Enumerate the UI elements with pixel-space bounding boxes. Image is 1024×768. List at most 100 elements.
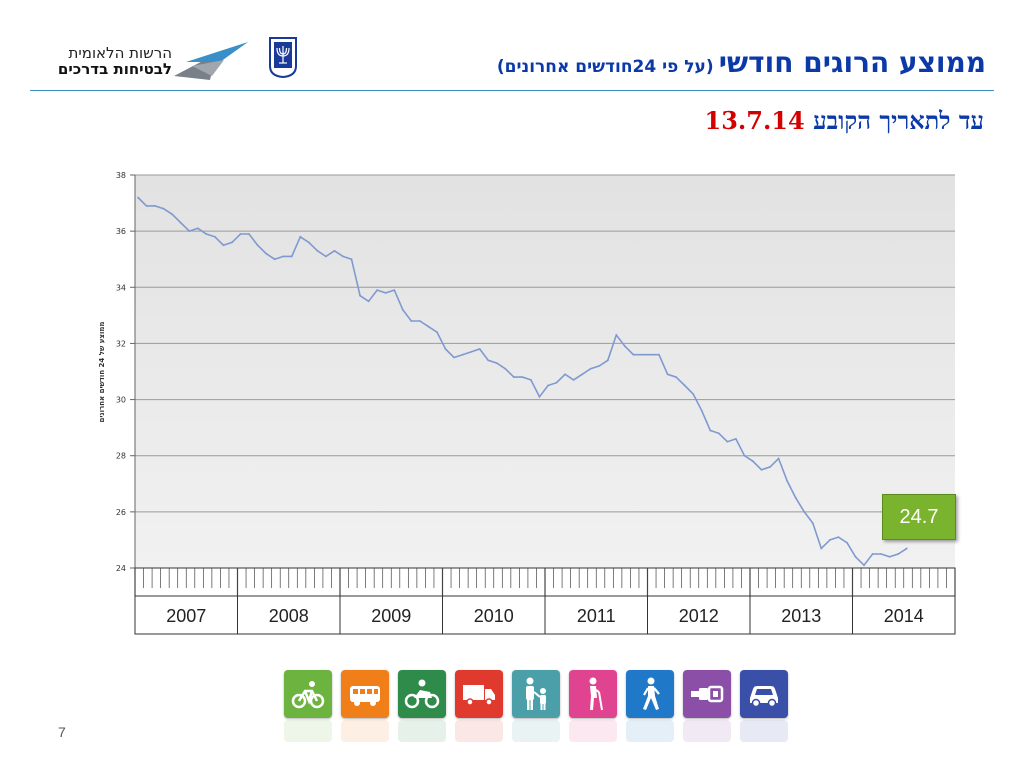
page-number: 7 [58, 724, 66, 740]
data-point [512, 376, 515, 378]
data-point [726, 440, 729, 443]
data-point [367, 300, 370, 303]
data-point [846, 541, 848, 544]
data-point [624, 345, 626, 348]
org-logo-icon [174, 42, 248, 80]
bus-icon [341, 670, 389, 742]
last-value-callout: 24.7 [882, 494, 956, 540]
header-divider [30, 90, 994, 91]
data-point [760, 468, 763, 471]
data-point [256, 244, 259, 247]
subtitle-text: עד לתאריך הקובע [813, 106, 984, 135]
parent-child-icon [512, 670, 560, 742]
data-point [290, 255, 293, 258]
y-tick-label: 36 [116, 227, 126, 236]
data-point [854, 555, 857, 558]
y-tick-label: 26 [116, 508, 126, 517]
y-axis-label: ממוצע של 24 חודשים אחרונים [98, 321, 106, 422]
data-point [307, 241, 310, 244]
data-point [888, 555, 891, 558]
page-title: ממוצע הרוגים חודשי (על פי 24חודשים אחרונ… [497, 46, 986, 79]
data-point [717, 432, 720, 435]
data-point [205, 233, 208, 235]
data-point [154, 205, 156, 207]
data-point [350, 258, 353, 261]
data-point [248, 233, 250, 235]
bicycle-icon [284, 670, 332, 742]
data-point [871, 553, 874, 555]
data-point [231, 241, 233, 244]
data-point [752, 460, 754, 463]
data-point [401, 308, 404, 311]
y-tick-label: 32 [116, 339, 126, 348]
data-point [222, 244, 225, 247]
title-main: ממוצע הרוגים חודשי [718, 46, 986, 79]
data-point [171, 213, 174, 216]
data-point [530, 379, 532, 381]
data-point [837, 536, 840, 538]
data-point [325, 255, 327, 258]
data-point [735, 438, 737, 440]
road-user-icons [284, 670, 788, 742]
data-point [658, 353, 660, 356]
data-point [359, 294, 361, 297]
year-label: 2009 [371, 606, 411, 626]
data-point [863, 564, 865, 567]
data-point [487, 359, 490, 362]
data-point [675, 376, 677, 378]
data-point [897, 553, 900, 555]
data-point [564, 373, 566, 376]
data-point [478, 348, 481, 350]
data-point [743, 454, 746, 457]
data-point [137, 196, 139, 199]
plot-area [135, 175, 955, 568]
data-point [589, 367, 592, 370]
y-tick-label: 24 [116, 564, 126, 573]
data-point [427, 325, 430, 328]
data-point [342, 255, 344, 258]
data-point [333, 249, 336, 252]
y-tick-label: 38 [116, 171, 126, 180]
org-name-line1: הרשות הלאומית [68, 44, 172, 62]
year-label: 2007 [166, 606, 206, 626]
year-label: 2013 [781, 606, 821, 626]
data-point [538, 395, 541, 398]
data-point [803, 511, 806, 513]
data-point [820, 547, 823, 550]
data-point [615, 334, 618, 336]
data-point [214, 235, 216, 238]
data-point [555, 381, 558, 384]
motorcycle-icon [398, 670, 446, 742]
data-point [316, 249, 319, 252]
data-point [299, 235, 302, 238]
year-label: 2014 [884, 606, 924, 626]
data-point [632, 353, 635, 356]
org-name: הרשות הלאומית לבטיחות בדרכים [36, 44, 172, 78]
year-label: 2011 [577, 606, 616, 626]
data-point [393, 289, 396, 291]
data-point [547, 384, 549, 387]
data-point [495, 362, 498, 364]
data-point [453, 356, 455, 359]
data-point [265, 252, 267, 255]
data-point [188, 230, 191, 232]
year-label: 2008 [269, 606, 309, 626]
data-point [598, 365, 601, 367]
y-tick-label: 30 [116, 396, 126, 405]
year-label: 2010 [474, 606, 514, 626]
data-point [786, 480, 789, 482]
data-point [700, 409, 703, 412]
pedestrian-icon [626, 670, 674, 742]
data-point [504, 367, 507, 370]
data-point [419, 320, 421, 322]
data-point [162, 207, 165, 210]
data-point [461, 353, 464, 356]
data-point [794, 496, 797, 499]
data-point [666, 373, 669, 376]
data-point [683, 384, 686, 387]
data-point [410, 320, 413, 322]
data-point [649, 353, 652, 356]
data-point [196, 227, 199, 230]
data-point [905, 547, 908, 550]
y-tick-label: 28 [116, 452, 126, 461]
